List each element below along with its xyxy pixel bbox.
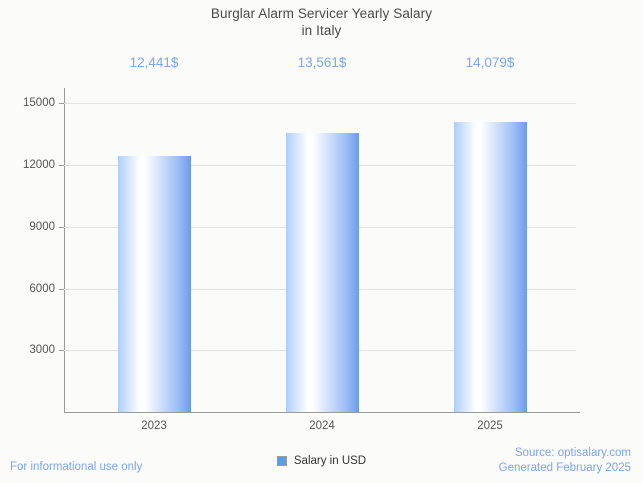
y-tick-mark-3000 xyxy=(59,350,64,352)
y-tick-mark-9000 xyxy=(59,226,64,228)
y-tick-label-12000: 12000 xyxy=(23,159,55,172)
footer-source: Source: optisalary.com xyxy=(514,447,631,459)
bar-value-label-2025: 14,079$ xyxy=(465,55,515,70)
bar-value-label-2023: 12,441$ xyxy=(129,55,179,70)
x-tick-label-2025: 2025 xyxy=(477,420,503,432)
footer-source-block: Source: optisalary.com Generated Februar… xyxy=(499,446,631,476)
bar-2023[interactable] xyxy=(118,156,191,412)
bar-value-label-2024: 13,561$ xyxy=(297,55,347,70)
bar-2025[interactable] xyxy=(454,122,527,412)
chart-title-line2: in Italy xyxy=(301,23,342,38)
plot-area: 15000 12000 9000 6000 3000 xyxy=(23,88,576,412)
gridline-15000: 15000 xyxy=(23,97,576,109)
x-tick-label-2024: 2024 xyxy=(309,420,335,432)
x-tick-label-2023: 2023 xyxy=(141,420,167,432)
legend-swatch-icon xyxy=(276,456,287,466)
footer-disclaimer: For informational use only xyxy=(10,461,143,473)
y-axis-line xyxy=(64,88,65,412)
footer-generated: Generated February 2025 xyxy=(498,462,631,474)
chart-legend: Salary in USD xyxy=(0,453,643,469)
y-tick-label-9000: 9000 xyxy=(29,220,55,233)
y-tick-mark-12000 xyxy=(59,165,64,167)
x-axis-line xyxy=(64,412,580,413)
y-tick-label-3000: 3000 xyxy=(29,344,55,357)
y-tick-label-6000: 6000 xyxy=(29,282,55,295)
legend-item-label: Salary in USD xyxy=(293,455,367,467)
y-tick-mark-6000 xyxy=(59,288,64,290)
legend-item-salary-in-usd[interactable]: Salary in USD xyxy=(270,453,373,469)
y-tick-mark-15000 xyxy=(59,103,64,105)
chart-title: Burglar Alarm Servicer Yearly Salary in … xyxy=(0,5,643,39)
y-tick-label-15000: 15000 xyxy=(23,97,55,110)
chart-title-line1: Burglar Alarm Servicer Yearly Salary xyxy=(210,6,433,21)
bar-2024[interactable] xyxy=(286,133,359,412)
